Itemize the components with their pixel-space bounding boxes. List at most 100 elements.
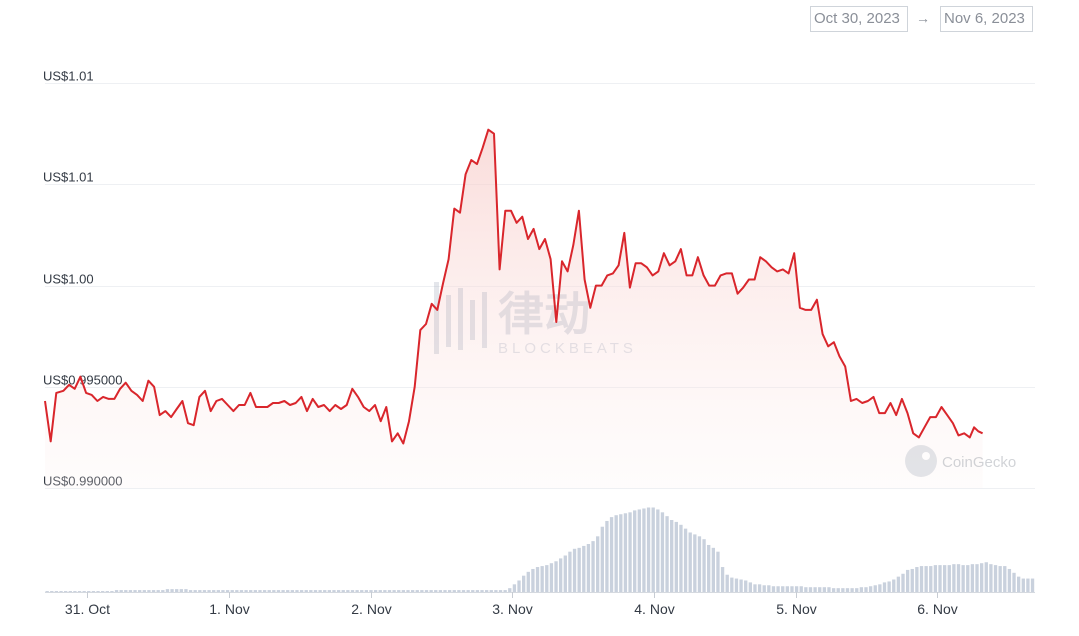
- volume-bar: [938, 565, 942, 592]
- date-range-from[interactable]: Oct 30, 2023: [810, 6, 908, 32]
- volume-bars: [45, 507, 1035, 592]
- volume-bar: [364, 590, 369, 592]
- volume-bar: [559, 558, 563, 592]
- volume-bar: [660, 512, 665, 592]
- volume-bar: [207, 590, 211, 592]
- volume-bar: [383, 590, 387, 592]
- volume-bar: [693, 534, 697, 592]
- volume-bar: [142, 590, 146, 592]
- volume-bar: [998, 566, 1002, 592]
- volume-bar: [360, 590, 364, 592]
- volume-bar: [290, 590, 295, 592]
- volume-bar: [813, 587, 817, 592]
- volume-bar: [369, 590, 373, 592]
- volume-bar: [184, 589, 188, 592]
- volume-bar: [572, 548, 577, 592]
- volume-bar: [304, 590, 308, 592]
- volume-bar: [901, 573, 905, 592]
- blockbeats-watermark: 律动 BLOCKBEATS: [434, 282, 633, 357]
- watermark-bar: [434, 282, 439, 354]
- watermark-bar: [458, 288, 463, 350]
- volume-bar: [64, 591, 68, 592]
- volume-bar: [249, 590, 253, 592]
- volume-bar: [373, 590, 378, 592]
- volume-bar: [230, 590, 234, 592]
- volume-bar: [605, 520, 609, 592]
- volume-bar: [1016, 576, 1021, 592]
- volume-bar: [609, 517, 614, 592]
- volume-bar: [438, 590, 443, 592]
- date-range-to[interactable]: Nov 6, 2023: [940, 6, 1033, 32]
- volume-bar: [378, 590, 382, 592]
- volume-bar: [915, 567, 919, 592]
- volume-bar: [531, 568, 535, 592]
- volume-bar: [397, 590, 401, 592]
- volume-bar: [642, 508, 646, 592]
- volume-bar: [309, 590, 313, 592]
- volume-bar: [415, 590, 419, 592]
- volume-bar: [281, 590, 285, 592]
- volume-bar: [942, 565, 947, 592]
- volume-bar: [771, 586, 776, 592]
- x-tick-label: 5. Nov: [776, 601, 816, 617]
- volume-bar: [989, 564, 993, 592]
- volume-bar: [591, 541, 595, 592]
- volume-bar: [730, 577, 734, 592]
- volume-bar: [753, 584, 757, 592]
- volume-bar: [762, 585, 766, 592]
- volume-bar: [401, 590, 406, 592]
- volume-bar: [508, 588, 512, 592]
- volume-bar: [582, 545, 586, 592]
- volume-bar: [896, 576, 901, 592]
- x-tick-label: 1. Nov: [209, 601, 249, 617]
- coingecko-eye-icon: [922, 452, 930, 460]
- volume-bar: [873, 585, 877, 592]
- volume-bar: [674, 521, 678, 592]
- volume-bar: [110, 591, 114, 592]
- volume-bar: [188, 590, 193, 592]
- volume-bar: [924, 566, 928, 592]
- volume-bar: [545, 565, 549, 592]
- x-tick-label: 4. Nov: [634, 601, 674, 617]
- y-tick-label: US$1.00: [43, 272, 94, 287]
- volume-bar: [808, 587, 813, 592]
- volume-bar: [151, 590, 156, 592]
- volume-bar: [87, 591, 91, 592]
- volume-bar: [929, 566, 933, 592]
- volume-bar: [96, 591, 100, 592]
- volume-bar: [961, 565, 965, 592]
- volume-bar: [45, 591, 49, 592]
- volume-bar: [332, 590, 336, 592]
- volume-bar: [165, 589, 170, 592]
- volume-bar: [114, 590, 119, 592]
- volume-bar: [979, 563, 984, 592]
- volume-bar: [882, 582, 887, 592]
- volume-bar: [336, 590, 341, 592]
- coingecko-label: CoinGecko: [942, 454, 1016, 471]
- volume-bar: [651, 507, 655, 592]
- volume-bar: [535, 567, 540, 592]
- volume-bar: [1030, 578, 1035, 592]
- volume-bar: [235, 590, 239, 592]
- x-tick-label: 6. Nov: [917, 601, 957, 617]
- volume-bar: [799, 586, 803, 592]
- volume-bar: [295, 590, 299, 592]
- volume-bar: [744, 580, 748, 592]
- x-tick-label: 2. Nov: [351, 601, 391, 617]
- volume-bar: [748, 582, 753, 592]
- volume-bar: [105, 591, 109, 592]
- volume-bar: [272, 590, 276, 592]
- volume-bar: [267, 590, 271, 592]
- volume-bar: [434, 590, 438, 592]
- volume-bar: [406, 590, 410, 592]
- volume-bar: [993, 565, 998, 592]
- volume-bar: [313, 590, 318, 592]
- volume-bar: [683, 528, 688, 592]
- watermark-bar: [482, 292, 487, 348]
- volume-bar: [646, 507, 651, 592]
- x-tick-label: 31. Oct: [65, 601, 110, 617]
- volume-bar: [392, 590, 396, 592]
- volume-bar: [600, 526, 604, 592]
- volume-bar: [1007, 568, 1012, 592]
